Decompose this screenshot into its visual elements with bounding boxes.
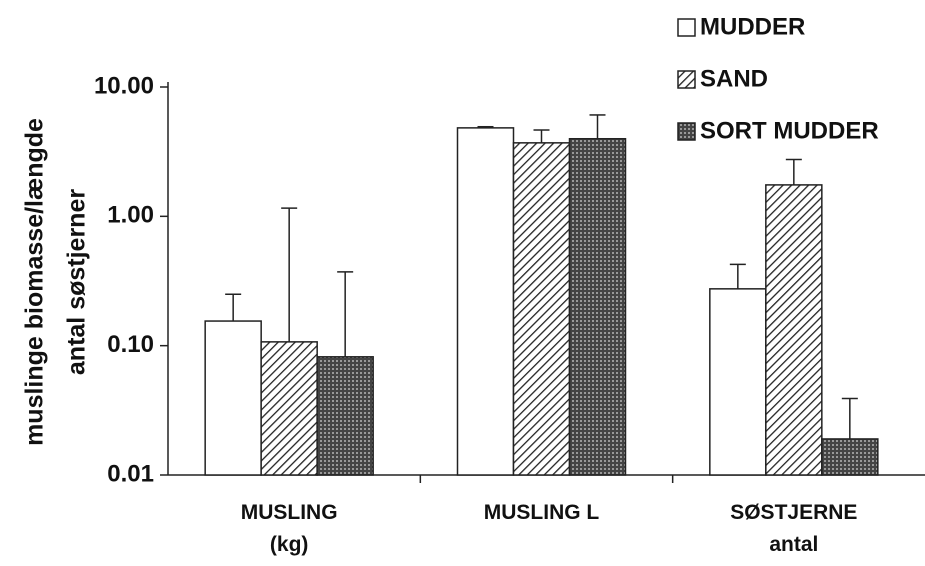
bar <box>456 127 515 476</box>
x-tick-label: MUSLING L <box>483 501 600 524</box>
y-tick-label: 0.01 <box>107 460 154 487</box>
legend-swatch <box>677 122 696 141</box>
y-tick-label: 10.00 <box>94 72 154 99</box>
y-tick-label: 0.10 <box>107 331 154 358</box>
legend-label: MUDDER <box>700 13 805 40</box>
legend-label: SORT MUDDER <box>700 117 879 144</box>
y-tick-label: 1.00 <box>107 202 154 229</box>
x-tick-label: SØSTJERNE antal <box>730 501 858 556</box>
legend-swatch <box>677 70 696 89</box>
bar <box>204 320 262 476</box>
bar <box>709 288 767 476</box>
bar <box>821 438 879 476</box>
bar <box>568 137 627 476</box>
legend-label: SAND <box>700 65 768 92</box>
bar <box>316 356 374 476</box>
bar <box>765 184 823 476</box>
x-tick-label: MUSLING (kg) <box>240 501 338 556</box>
bar <box>260 341 318 476</box>
legend-swatch <box>677 18 696 37</box>
bar <box>512 142 571 476</box>
y-axis-label: muslinge biomasse/længde <box>21 118 49 446</box>
y-axis-label: antal søstjerner <box>63 189 91 375</box>
